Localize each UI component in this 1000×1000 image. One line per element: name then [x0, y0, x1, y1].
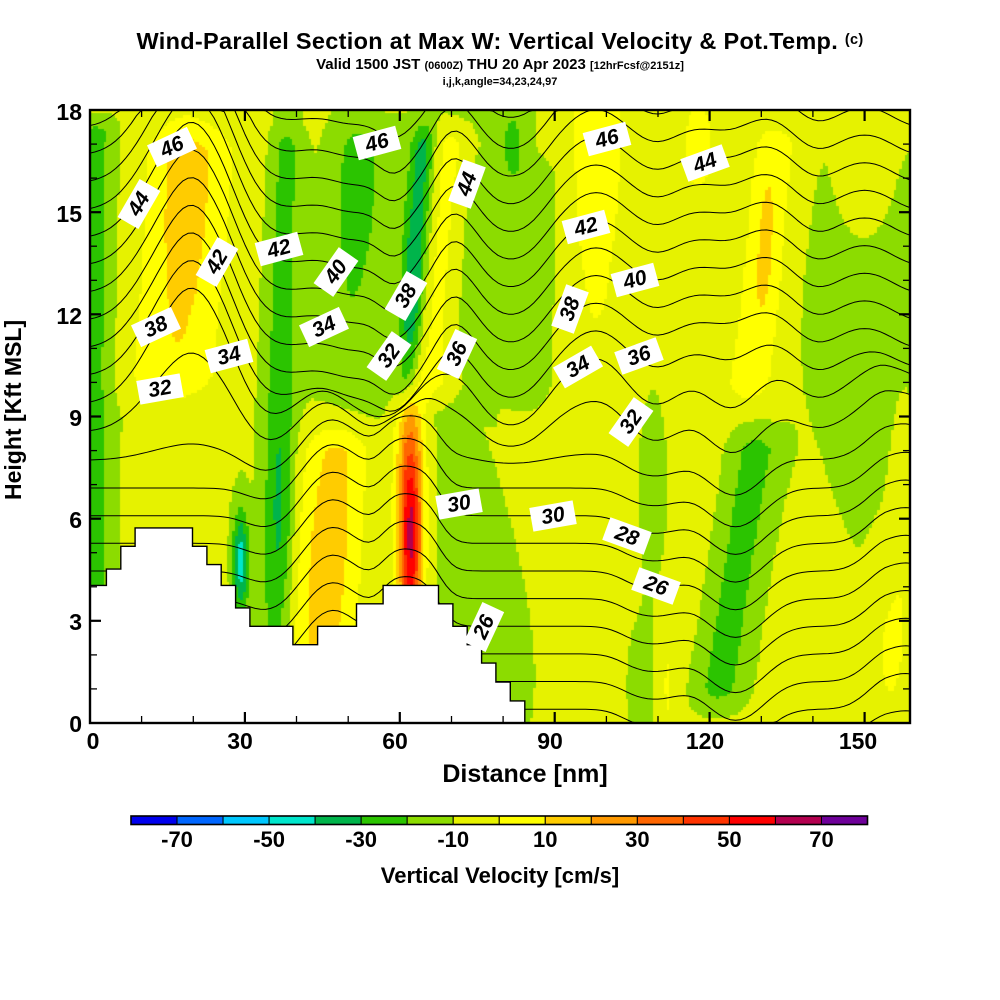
svg-text:30: 30: [446, 491, 473, 518]
svg-text:30: 30: [540, 503, 567, 530]
svg-text:32: 32: [147, 376, 174, 403]
